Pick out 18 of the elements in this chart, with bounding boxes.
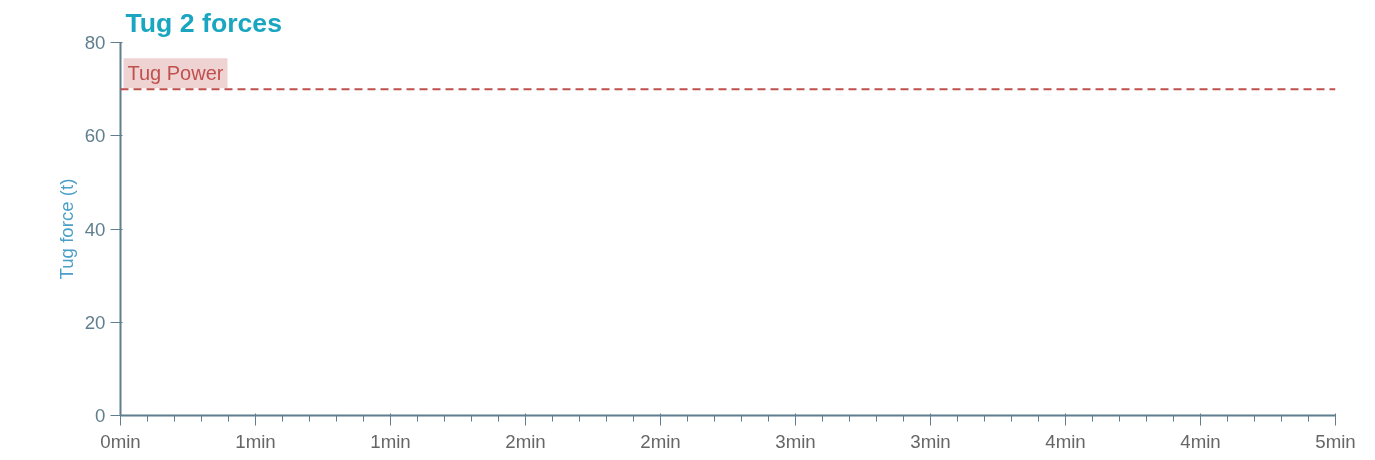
- x-tick-label: 1min: [370, 430, 411, 452]
- x-tick-label: 2min: [505, 430, 546, 452]
- ref-line-label: Tug Power: [127, 62, 224, 85]
- x-tick-label: 5min: [1315, 430, 1356, 452]
- chart-title: Tug 2 forces: [125, 7, 283, 38]
- x-tick-label: 0min: [100, 430, 141, 452]
- y-tick-label: 40: [84, 218, 106, 240]
- x-tick-label: 4min: [1045, 430, 1086, 452]
- x-tick-label: 3min: [910, 430, 951, 452]
- y-tick-label: 0: [95, 405, 106, 426]
- x-tick-label: 3min: [775, 430, 816, 452]
- y-tick-label: 80: [84, 32, 106, 53]
- y-tick-label: 20: [84, 311, 106, 333]
- y-tick-label: 60: [84, 125, 106, 147]
- x-tick-label: 4min: [1180, 430, 1221, 452]
- x-tick-label: 2min: [640, 430, 681, 452]
- y-axis-title: Tug force (t): [55, 178, 77, 280]
- x-tick-label: 1min: [235, 430, 276, 452]
